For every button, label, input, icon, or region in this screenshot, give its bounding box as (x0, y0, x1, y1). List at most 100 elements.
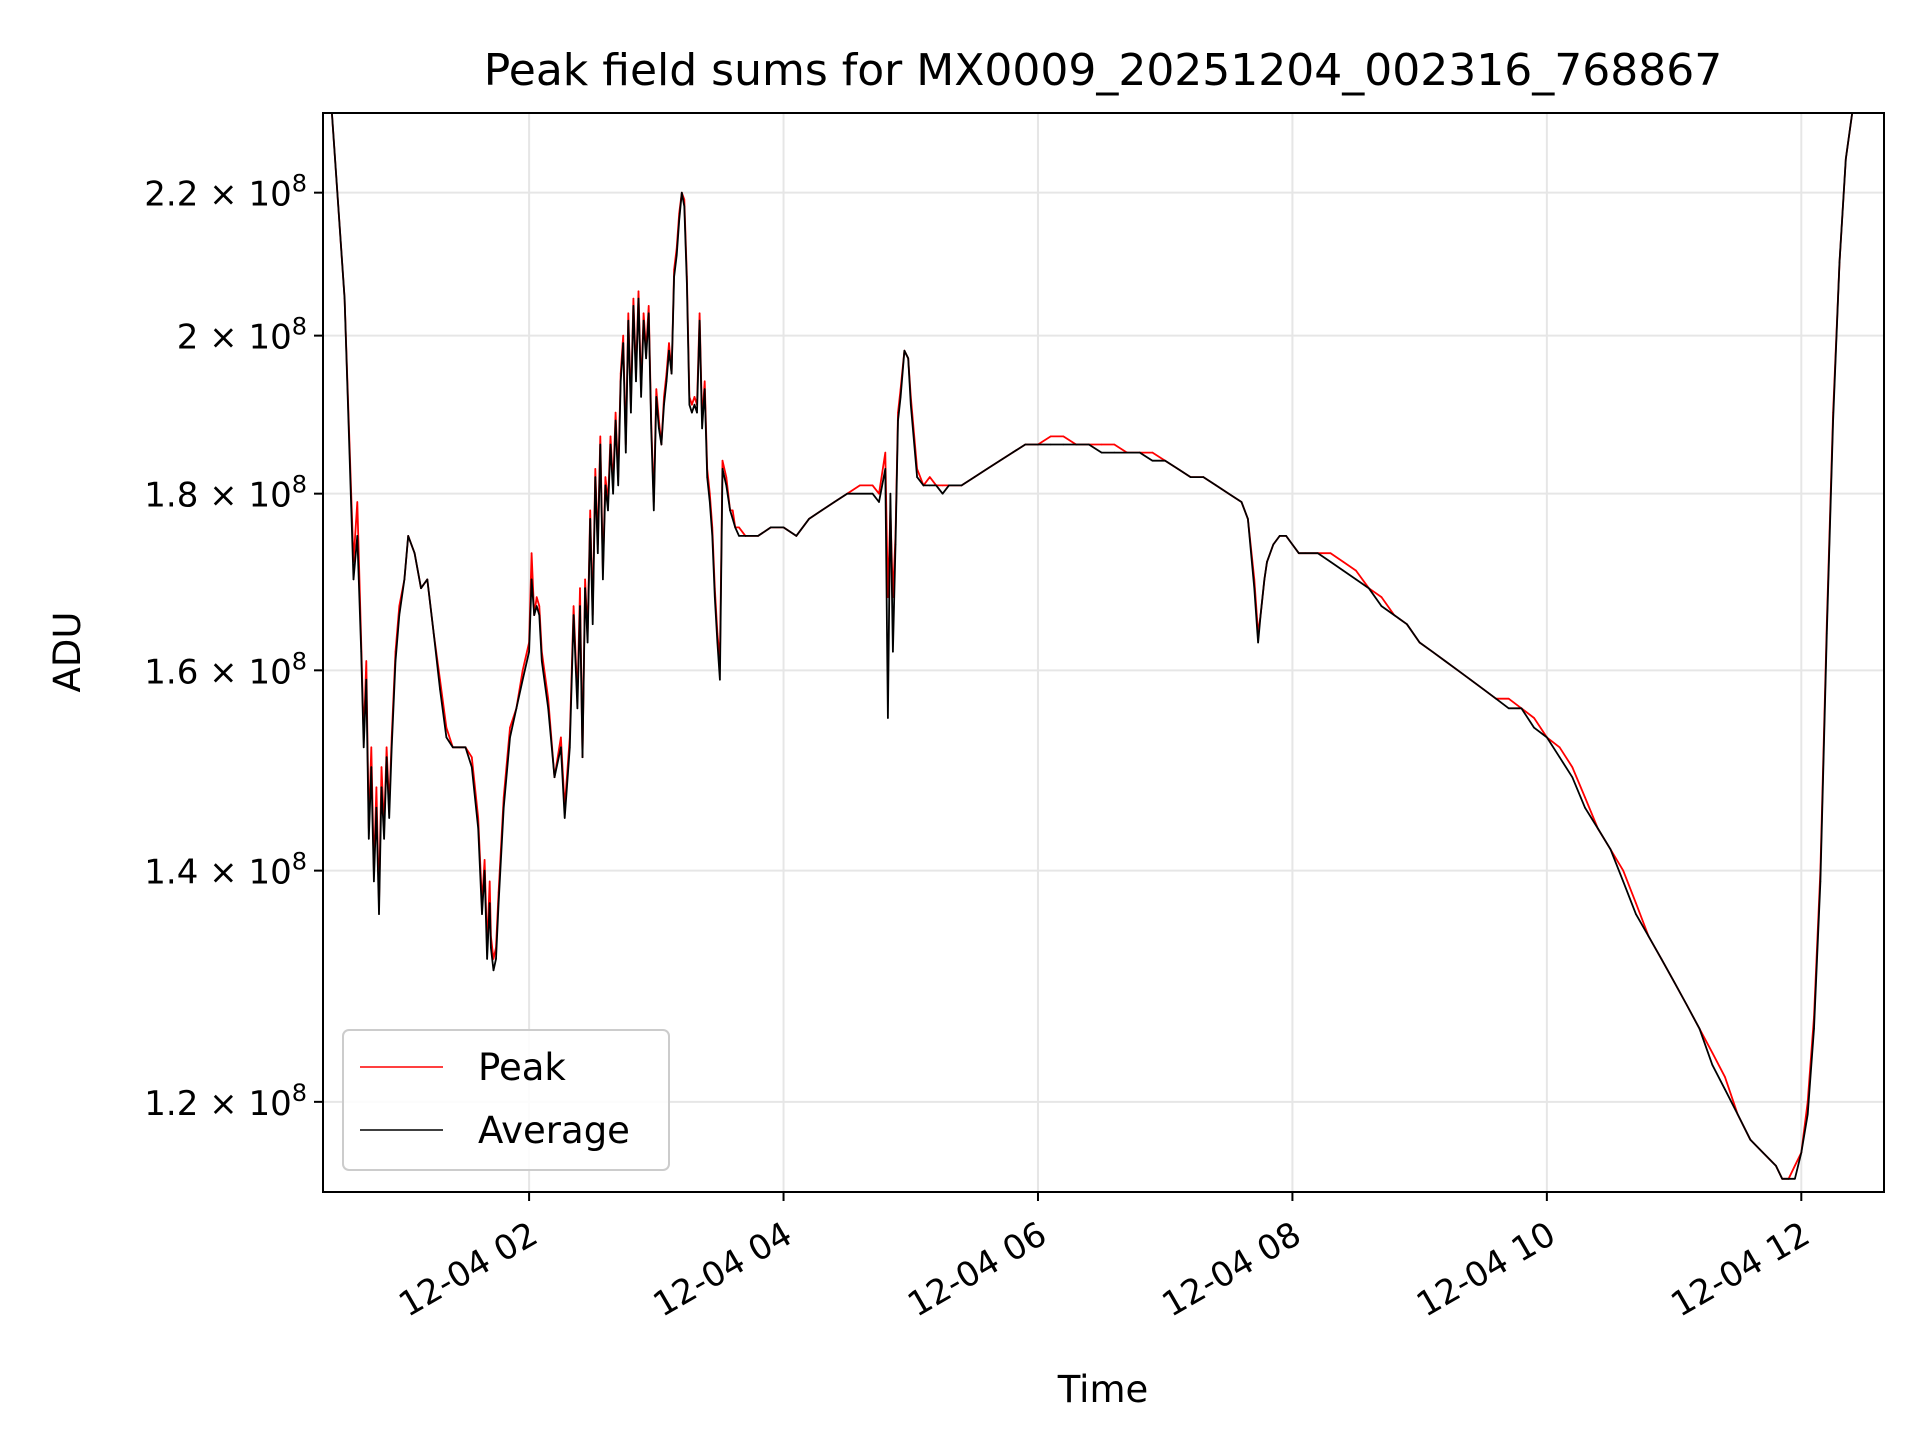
data-point-average (691, 411, 693, 414)
data-point-average (541, 660, 543, 662)
data-point-average (660, 443, 663, 446)
data-point-average (1431, 650, 1434, 653)
data-point-average (609, 443, 612, 446)
data-point-average (1126, 451, 1128, 454)
data-point-average (675, 254, 678, 257)
data-point-average (612, 492, 614, 495)
data-point-average (1597, 827, 1599, 830)
data-point-average (1011, 451, 1014, 454)
y-tick-mantissa: 1.2 × 10 (144, 1084, 291, 1124)
data-point-average (887, 717, 889, 719)
data-point-average (1088, 443, 1090, 446)
data-point-average (579, 605, 581, 607)
data-point-peak (691, 403, 693, 406)
y-tick-mantissa: 2.2 × 10 (144, 175, 291, 215)
data-point-peak (560, 736, 562, 739)
data-point-average (910, 403, 912, 406)
data-point-average (795, 535, 798, 537)
data-point-average (1368, 587, 1370, 589)
data-point-peak (530, 552, 533, 554)
data-point-average (420, 587, 422, 589)
y-tick-label: 1.2 × 108 (144, 1079, 307, 1124)
data-point-average (903, 349, 906, 352)
data-point-average (1380, 605, 1383, 607)
data-point-peak (370, 746, 373, 749)
data-point-average (632, 305, 635, 307)
data-point-average (897, 419, 899, 422)
data-point-average (572, 614, 575, 616)
data-point-average (1037, 443, 1039, 446)
data-point-average (820, 509, 823, 512)
y-tick-label: 2 × 108 (177, 313, 307, 358)
data-point-peak (572, 605, 575, 607)
data-point-average (432, 632, 435, 635)
data-point-average (1266, 561, 1268, 563)
data-point-peak (698, 312, 701, 315)
data-point-average (782, 526, 785, 529)
data-point-peak (642, 312, 645, 315)
y-tick-mantissa: 1.6 × 10 (144, 652, 291, 692)
data-point-average (617, 484, 619, 487)
data-point-average (1113, 451, 1116, 454)
data-point-peak (941, 484, 944, 487)
data-point-average (892, 650, 894, 653)
data-point-average (373, 880, 375, 883)
data-point-average (1418, 641, 1421, 644)
data-point-average (1749, 1139, 1752, 1141)
data-point-average (703, 388, 706, 390)
data-point-average (1215, 484, 1217, 487)
data-point-average (907, 357, 909, 360)
data-point-average (859, 492, 861, 495)
data-point-peak (1558, 746, 1561, 749)
data-point-average (390, 746, 393, 749)
data-point-average (686, 283, 688, 285)
data-point-peak (622, 334, 624, 337)
y-tick-label: 1.4 × 108 (144, 848, 307, 893)
data-point-average (1075, 443, 1077, 446)
data-point-average (894, 543, 897, 546)
data-point-average (731, 518, 734, 520)
data-point-average (563, 817, 566, 819)
data-point-average (497, 902, 500, 904)
data-point-average (1800, 1151, 1803, 1154)
data-point-peak (1711, 1051, 1714, 1054)
data-point-average (1393, 614, 1395, 616)
y-tick-exponent: 8 (292, 1079, 307, 1107)
data-point-average (701, 427, 703, 430)
data-point-average (627, 319, 630, 322)
data-point-average (492, 969, 495, 972)
data-point-average (706, 476, 708, 478)
data-point-average (589, 518, 591, 520)
data-point-average (602, 578, 604, 581)
data-point-average (1263, 578, 1266, 581)
data-point-average (1819, 880, 1822, 883)
data-point-peak (1355, 569, 1357, 572)
data-point-average (1781, 1178, 1783, 1180)
data-point-peak (731, 509, 734, 512)
data-point-average (929, 484, 931, 487)
data-point-average (464, 746, 467, 749)
data-point-average (1240, 501, 1243, 503)
legend-average-label: Average (478, 1109, 630, 1152)
plot-frame (322, 112, 1885, 1193)
y-tick-mantissa: 1.4 × 10 (144, 853, 291, 893)
data-point-average (458, 746, 460, 749)
data-point-average (721, 468, 724, 470)
data-point-peak (1113, 443, 1116, 446)
data-point-average (1049, 443, 1052, 446)
data-point-average (1711, 1064, 1714, 1066)
legend-peak-label: Peak (478, 1046, 566, 1089)
data-point-average (586, 641, 589, 644)
data-point-peak (614, 411, 617, 414)
data-point-average (899, 396, 902, 398)
data-point-average (770, 526, 772, 529)
data-point-average (709, 501, 711, 503)
y-tick-exponent: 8 (292, 848, 307, 876)
data-point-average (375, 806, 378, 809)
data-point-average (1457, 669, 1459, 672)
data-point-average (630, 411, 632, 414)
data-point-peak (1062, 435, 1065, 438)
data-point-average (1177, 468, 1179, 470)
